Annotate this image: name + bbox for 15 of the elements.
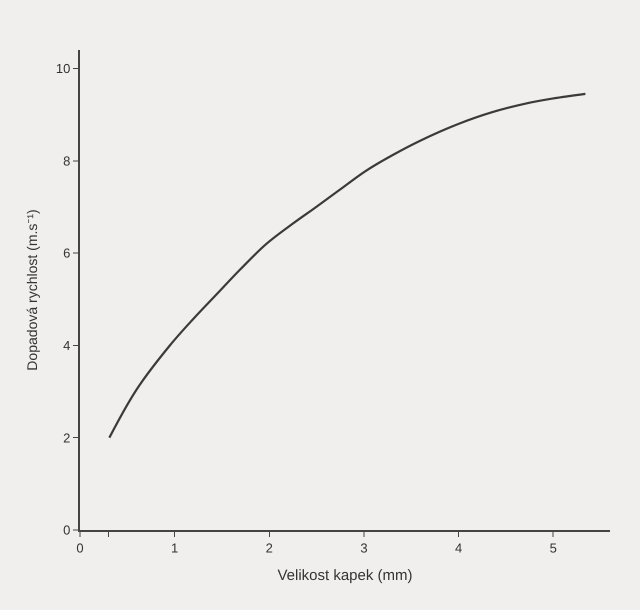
x-tick-label: 2 [266,540,273,556]
x-tick-label: 1 [171,540,178,556]
x-tick-label: 0 [76,540,84,556]
y-tick-label: 2 [63,430,70,446]
y-tick-label: 4 [63,338,70,353]
x-axis-title: Velikost kapek (mm) [277,567,413,584]
y-tick-label: 8 [63,153,70,168]
y-axis-title: Dopadová rychlost (m.s⁻¹) [24,209,40,371]
x-tick-label: 5 [550,540,557,556]
x-tick-label: 3 [360,540,368,556]
y-tick-label: 6 [63,246,70,261]
y-tick-label: 0 [63,522,70,538]
line-series [108,92,586,439]
x-tick-label: 4 [454,540,462,556]
y-tick-label: 10 [56,61,70,76]
